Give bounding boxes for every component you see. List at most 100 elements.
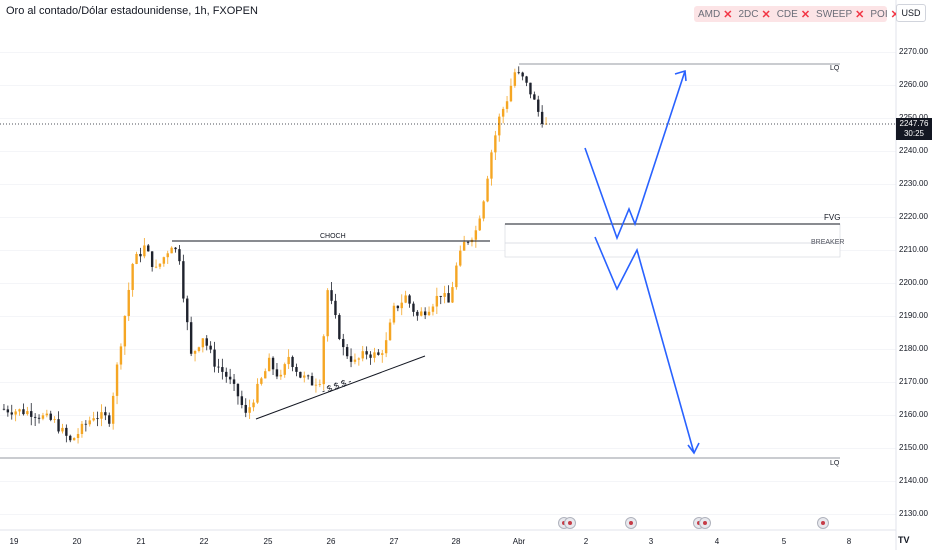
tag-2dc[interactable]: 2DC ✕ (738, 8, 771, 21)
us-flag-event-icon[interactable] (564, 517, 576, 529)
candle-body (474, 230, 478, 240)
time-tick-label: 8 (846, 537, 852, 546)
liquidity-trendline[interactable] (255, 355, 426, 420)
tag-cde[interactable]: CDE ✕ (776, 8, 811, 21)
candle-body (72, 437, 76, 441)
candle-body (287, 356, 290, 365)
candle-body (318, 384, 322, 385)
indicator-tags[interactable]: AMD✕ 2DC✕ CDE✕ SWEEP✕ POI✕ (694, 6, 900, 22)
candle-body (158, 263, 162, 267)
candle-body (205, 338, 208, 346)
tag-sweep[interactable]: SWEEP ✕ (816, 8, 865, 21)
candle-body (482, 201, 485, 219)
time-tick-label: 2 (583, 537, 589, 546)
lq-bottom-label: LQ (830, 460, 840, 467)
bearish-scenario-path[interactable] (594, 236, 695, 454)
candle-body (135, 253, 138, 264)
candle-body (533, 94, 536, 100)
candle-body (80, 423, 84, 434)
candle-body (529, 82, 532, 95)
candle-body (201, 338, 205, 348)
candle-body (291, 356, 294, 368)
candle-body (486, 178, 489, 202)
price-tick-label: 2200.00 (899, 278, 928, 288)
candle-body (166, 253, 169, 258)
time-tick-label: 21 (136, 537, 146, 546)
candle-body (459, 250, 462, 266)
time-tick-label: 22 (199, 537, 209, 546)
tag-amd[interactable]: AMD ✕ (698, 8, 733, 21)
candle-body (330, 290, 333, 301)
candle-body (322, 336, 325, 385)
us-flag-event-icon[interactable] (699, 517, 711, 529)
candle-body (400, 302, 403, 309)
time-tick-label: 5 (781, 537, 787, 546)
candle-body (271, 357, 275, 370)
tradingview-logo-icon[interactable]: TV (898, 535, 910, 545)
candle-body (162, 257, 166, 264)
candle-body (521, 72, 524, 77)
candle-body (373, 352, 376, 358)
candle-body (498, 116, 501, 136)
tag-poi[interactable]: POI✕ (870, 8, 899, 21)
candle-body (466, 241, 470, 243)
fvg-zone[interactable] (504, 223, 841, 258)
candle-body (525, 76, 528, 83)
candle-body (104, 412, 107, 416)
candle-body (18, 409, 21, 412)
candle-body (178, 249, 181, 262)
candle-body (2, 408, 6, 410)
candle-body (119, 346, 123, 365)
candle-body (455, 265, 458, 288)
candle-body (326, 290, 329, 337)
candle-body (228, 376, 232, 380)
candle-body (303, 375, 306, 378)
candle-body (501, 108, 505, 117)
us-flag-event-icon[interactable] (625, 517, 637, 529)
candle-body (279, 374, 283, 377)
price-tick-label: 2270.00 (899, 47, 928, 57)
candle-body (96, 418, 99, 420)
price-tick-label: 2240.00 (899, 146, 928, 156)
candle-body (306, 375, 310, 377)
candle-body (447, 293, 450, 303)
time-tick-label: 3 (648, 537, 654, 546)
candle-body (115, 364, 119, 396)
candle-body (342, 338, 345, 348)
price-tick-label: 2150.00 (899, 443, 928, 453)
candle-body (26, 411, 29, 415)
candle-body (416, 311, 419, 316)
bullish-scenario-path[interactable] (584, 70, 686, 241)
symbol-title: Oro al contado/Dólar estadounidense, 1h,… (6, 5, 258, 17)
candle-body (147, 245, 150, 252)
candle-body (349, 356, 353, 362)
price-tick-label: 2260.00 (899, 80, 928, 90)
candle-body (182, 261, 185, 299)
candle-body (427, 311, 431, 316)
candle-body (490, 152, 493, 179)
candle-body (100, 412, 103, 419)
candle-body (123, 315, 127, 347)
us-flag-event-icon[interactable] (817, 517, 829, 529)
candle-body (345, 347, 349, 357)
candle-body (244, 404, 247, 413)
price-tick-label: 2190.00 (899, 311, 928, 321)
price-tick-label: 2250.00 (899, 113, 928, 122)
candle-body (84, 423, 88, 425)
currency-button[interactable]: USD (896, 4, 926, 22)
candle-body (478, 218, 481, 231)
choch-label: CHOCH (320, 233, 346, 240)
candle-body (150, 251, 154, 267)
candle-body (517, 72, 520, 74)
candle-body (314, 384, 318, 386)
candle-body (377, 352, 380, 355)
time-tick-label: 4 (714, 537, 720, 546)
candle-body (189, 322, 193, 354)
candle-body (186, 298, 189, 323)
candle-body (174, 247, 177, 250)
candle-body (217, 366, 220, 368)
candle-body (221, 367, 224, 372)
candle-body (209, 345, 212, 350)
candle-body (6, 409, 10, 413)
